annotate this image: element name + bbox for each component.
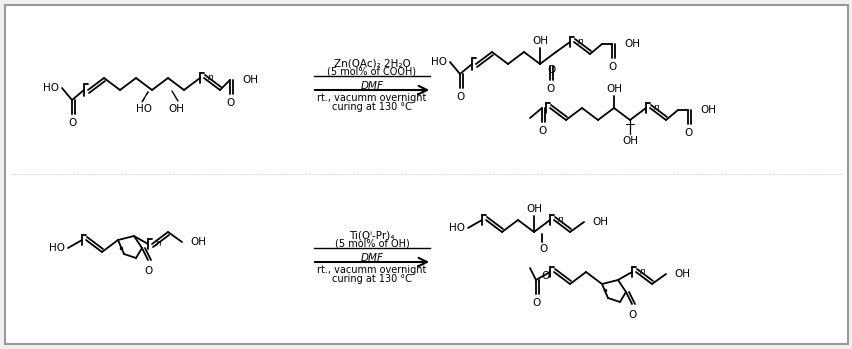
Text: (5 mol% of COOH): (5 mol% of COOH): [327, 66, 416, 76]
Text: OH: OH: [242, 75, 257, 85]
Text: OH: OH: [699, 105, 715, 115]
FancyBboxPatch shape: [5, 5, 847, 344]
Text: O: O: [547, 65, 556, 75]
Text: HO: HO: [448, 223, 464, 233]
Text: OH: OH: [168, 104, 184, 114]
Text: (5 mol% of OH): (5 mol% of OH): [334, 238, 409, 248]
Text: n: n: [653, 104, 659, 112]
Text: O: O: [145, 266, 153, 276]
Text: O: O: [541, 271, 550, 281]
Text: n: n: [639, 267, 645, 276]
Text: n: n: [208, 74, 214, 82]
Text: O: O: [69, 118, 77, 128]
Text: rt., vacumm overnight: rt., vacumm overnight: [317, 265, 426, 275]
Text: rt., vacumm overnight: rt., vacumm overnight: [317, 93, 426, 103]
Text: n: n: [578, 37, 583, 46]
Text: OH: OH: [605, 84, 621, 94]
Text: O: O: [684, 128, 693, 138]
Text: curing at 130 °C: curing at 130 °C: [331, 102, 412, 112]
Text: OH: OH: [591, 217, 607, 227]
Text: n: n: [156, 239, 162, 248]
Text: n: n: [557, 215, 563, 224]
Text: HO: HO: [49, 243, 65, 253]
Text: HO: HO: [43, 83, 59, 93]
Text: OH: OH: [526, 204, 541, 214]
Text: O: O: [539, 244, 548, 254]
Text: O: O: [532, 298, 540, 308]
Text: Ti(Oⁱ-Pr)₄: Ti(Oⁱ-Pr)₄: [348, 230, 394, 240]
Text: OH: OH: [624, 39, 639, 49]
Text: DMF: DMF: [360, 253, 383, 263]
Text: OH: OH: [190, 237, 206, 247]
Text: OH: OH: [621, 136, 637, 146]
Text: O: O: [538, 126, 546, 136]
Text: OH: OH: [532, 36, 547, 46]
Text: HO: HO: [135, 104, 152, 114]
Text: O: O: [608, 62, 616, 72]
Text: curing at 130 °C: curing at 130 °C: [331, 274, 412, 284]
Text: O: O: [546, 84, 555, 94]
Text: HO: HO: [430, 57, 446, 67]
Text: OH: OH: [673, 269, 689, 279]
Text: O: O: [227, 98, 235, 108]
Text: DMF: DMF: [360, 81, 383, 91]
Text: Zn(OAc)₂ 2H₂O: Zn(OAc)₂ 2H₂O: [333, 58, 410, 68]
Text: O: O: [457, 92, 464, 102]
Text: O: O: [628, 310, 636, 320]
